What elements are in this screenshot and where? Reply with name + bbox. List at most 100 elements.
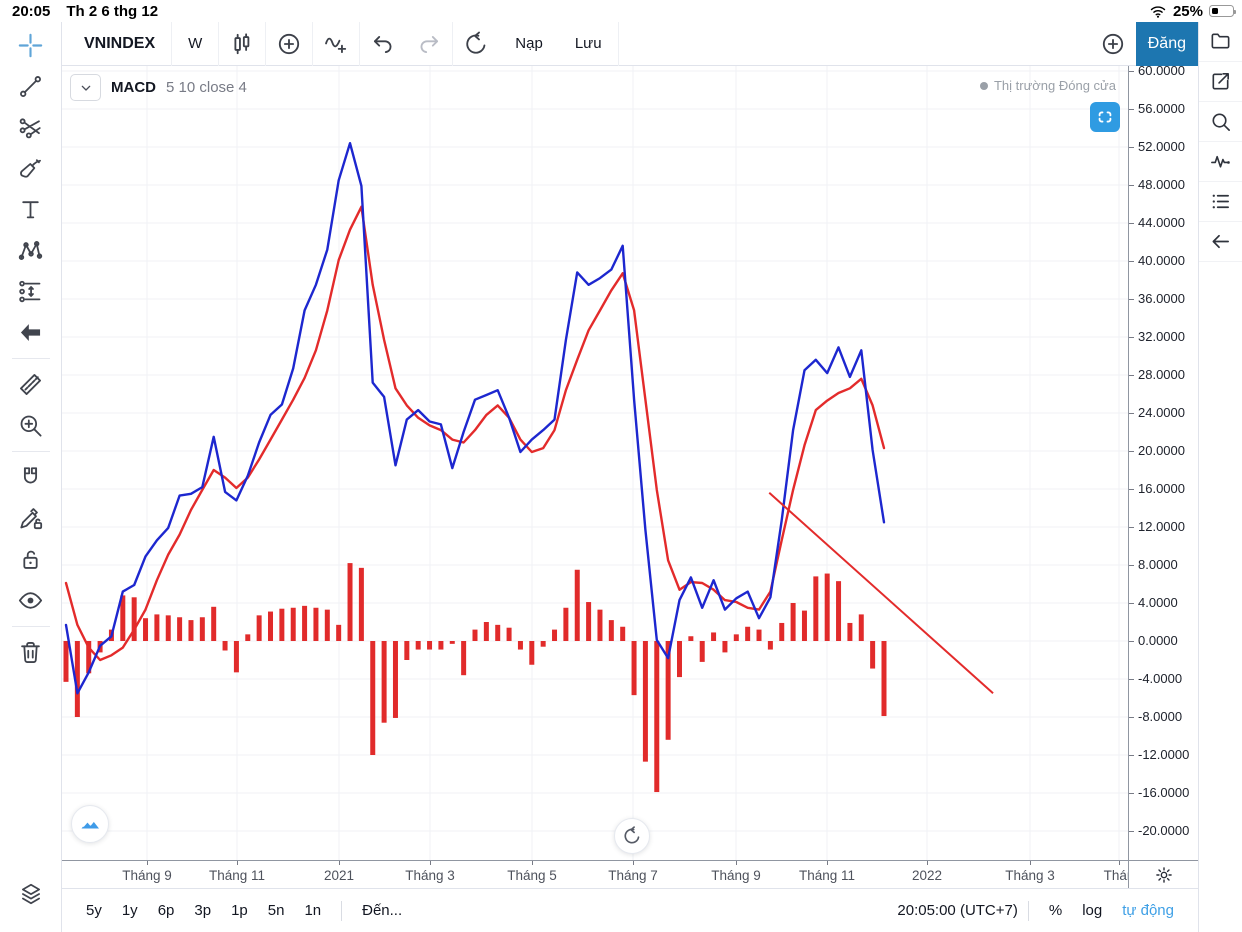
tool-trash[interactable]: [3, 632, 59, 673]
interval-button[interactable]: W: [172, 22, 218, 66]
pane-symbol-button[interactable]: [71, 805, 109, 843]
search-button[interactable]: [1198, 102, 1242, 142]
macd-histogram-bar: [779, 622, 785, 641]
tool-layers[interactable]: [3, 873, 59, 914]
macd-histogram-bar: [801, 610, 807, 641]
separator: [341, 900, 343, 921]
share-button[interactable]: [1198, 62, 1242, 102]
mountain-chart-icon: [81, 819, 99, 829]
tool-magnet[interactable]: [3, 457, 59, 498]
time-axis-label: Tháng 11: [208, 868, 266, 883]
price-axis-label: -4.0000: [1138, 671, 1183, 686]
chart-style-button[interactable]: [219, 22, 265, 66]
tool-brush[interactable]: [3, 148, 59, 189]
auto-scale-button[interactable]: tự động: [1112, 896, 1184, 925]
load-button[interactable]: Nạp: [499, 22, 559, 66]
time-axis-label: Tháng 5: [507, 868, 557, 883]
collapse-button[interactable]: [1198, 222, 1242, 262]
macd-histogram-bar: [143, 618, 149, 641]
watchlist-button[interactable]: [1198, 182, 1242, 222]
add-button[interactable]: [1090, 22, 1136, 66]
clock-button[interactable]: 20:05:00 (UTC+7): [897, 902, 1018, 919]
range-3p-button[interactable]: 3p: [184, 896, 221, 925]
indicators-button[interactable]: [313, 22, 359, 66]
range-5y-button[interactable]: 5y: [76, 896, 112, 925]
reload-chart-button[interactable]: [614, 818, 650, 854]
trendline-drawing[interactable]: [768, 492, 994, 694]
macd-histogram-bar: [267, 611, 273, 641]
time-tick: [532, 861, 533, 865]
undo-button[interactable]: [360, 22, 406, 66]
macd-histogram-bar: [461, 641, 467, 676]
tool-text[interactable]: [3, 189, 59, 230]
tool-pitchfork[interactable]: [3, 107, 59, 148]
price-tick: [1129, 147, 1134, 148]
tool-zoom-in[interactable]: [3, 405, 59, 446]
legend-collapse-button[interactable]: [70, 74, 101, 101]
symbol-button[interactable]: VNINDEX: [68, 22, 171, 66]
ios-status-bar: 20:05 Th 2 6 thg 12 25%: [0, 0, 1242, 22]
time-tick: [927, 861, 928, 865]
tool-xabcd-pattern[interactable]: [3, 230, 59, 271]
range-5n-button[interactable]: 5n: [258, 896, 295, 925]
tool-back-arrow[interactable]: [3, 312, 59, 353]
percent-scale-button[interactable]: %: [1039, 896, 1072, 925]
macd-chart[interactable]: [62, 66, 1128, 860]
compare-button[interactable]: [266, 22, 312, 66]
price-tick: [1129, 223, 1134, 224]
range-1y-button[interactable]: 1y: [112, 896, 148, 925]
chart-pane[interactable]: MACD 5 10 close 4 Thị trường Đóng cửa: [62, 66, 1128, 860]
arrow-left-icon: [1212, 234, 1229, 249]
chevron-down-icon: [81, 85, 90, 91]
range-1n-button[interactable]: 1n: [294, 896, 331, 925]
time-axis-label: 2021: [323, 868, 355, 883]
range-1p-button[interactable]: 1p: [221, 896, 258, 925]
redo-button[interactable]: [406, 22, 452, 66]
text-icon: [22, 201, 39, 219]
time-axis[interactable]: Tháng 9 Tháng 11 2021 Tháng 3 Tháng 5 Tháng 7…: [62, 860, 1128, 888]
macd-histogram-bar: [222, 641, 228, 651]
toolbar-separator: [617, 21, 619, 66]
indicators-icon: [325, 37, 347, 53]
price-axis[interactable]: 60.0000 56.0000 52.0000 48.0000 44.0000 40.00…: [1128, 63, 1198, 860]
range-6p-button[interactable]: 6p: [148, 896, 185, 925]
price-axis-label: -12.0000: [1138, 747, 1190, 762]
tool-crosshair[interactable]: [3, 25, 59, 66]
tool-projection[interactable]: [3, 271, 59, 312]
tool-ruler[interactable]: [3, 364, 59, 405]
price-tick: [1129, 299, 1134, 300]
macd-histogram-bar: [188, 620, 194, 641]
maximize-pane-button[interactable]: [1090, 102, 1120, 132]
back-arrow-icon: [20, 324, 41, 341]
macd-histogram-bar: [620, 626, 626, 641]
macd-histogram-bar: [449, 641, 455, 644]
save-button[interactable]: Lưu: [559, 22, 618, 66]
drawing-toolbar: [0, 22, 62, 932]
price-axis-label: 44.0000: [1138, 215, 1185, 230]
price-axis-label: 12.0000: [1138, 519, 1185, 534]
search-icon: [1212, 113, 1230, 131]
price-axis-label: 28.0000: [1138, 367, 1185, 382]
toolbar-divider: [11, 358, 50, 359]
layouts-button[interactable]: [1198, 22, 1242, 62]
goto-date-button[interactable]: Đến...: [352, 896, 412, 925]
tool-unlock[interactable]: [3, 539, 59, 580]
time-axis-label: Tháng 9: [711, 868, 761, 883]
tool-eye[interactable]: [3, 580, 59, 621]
time-tick: [339, 861, 340, 865]
macd-histogram-bar: [427, 641, 433, 650]
log-scale-button[interactable]: log: [1072, 896, 1112, 925]
publish-button[interactable]: Đăng: [1135, 21, 1198, 66]
time-tick: [1030, 861, 1031, 865]
macd-histogram-bar: [506, 627, 512, 641]
macd-histogram-bar: [813, 576, 819, 641]
folder-icon: [1211, 33, 1230, 49]
reset-chart-button[interactable]: [453, 22, 499, 66]
tool-drawing-lock[interactable]: [3, 498, 59, 539]
tool-trend-line[interactable]: [3, 66, 59, 107]
price-tick: [1129, 679, 1134, 680]
axis-settings-button[interactable]: [1154, 865, 1174, 885]
crosshair-icon: [18, 33, 43, 58]
alerts-button[interactable]: [1198, 142, 1242, 182]
time-axis-label: Tháng 7: [608, 868, 658, 883]
